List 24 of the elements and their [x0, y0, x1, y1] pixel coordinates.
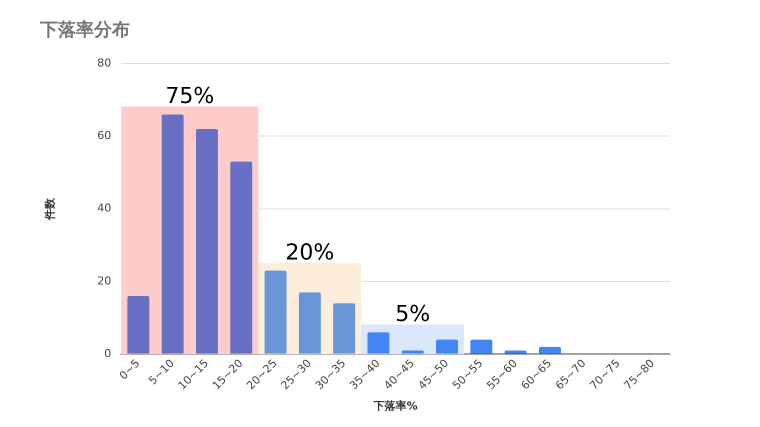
band-label: 75%: [165, 84, 214, 110]
y-tick-label: 20: [97, 274, 112, 288]
bar: [470, 340, 492, 354]
y-tick-label: 40: [97, 202, 112, 215]
bar: [436, 340, 458, 354]
bar: [264, 270, 287, 354]
bar: [196, 128, 218, 354]
band-label: 5%: [395, 302, 430, 328]
y-tick-label: 80: [97, 56, 112, 70]
bar: [298, 292, 321, 354]
y-tick-label: 0: [104, 347, 112, 360]
chart-title: 下落率分布: [39, 19, 130, 40]
y-tick-label: 60: [97, 129, 112, 142]
bar: [504, 350, 527, 354]
bar: [162, 114, 184, 354]
bar: [230, 162, 252, 354]
band-label: 20%: [285, 240, 334, 266]
bar: [402, 350, 424, 354]
y-axis-title: 件数: [43, 196, 56, 221]
bar: [333, 303, 356, 354]
x-axis-title: 下落率%: [372, 399, 418, 412]
bar: [367, 332, 390, 354]
bar: [538, 346, 561, 354]
bar: [127, 296, 150, 354]
